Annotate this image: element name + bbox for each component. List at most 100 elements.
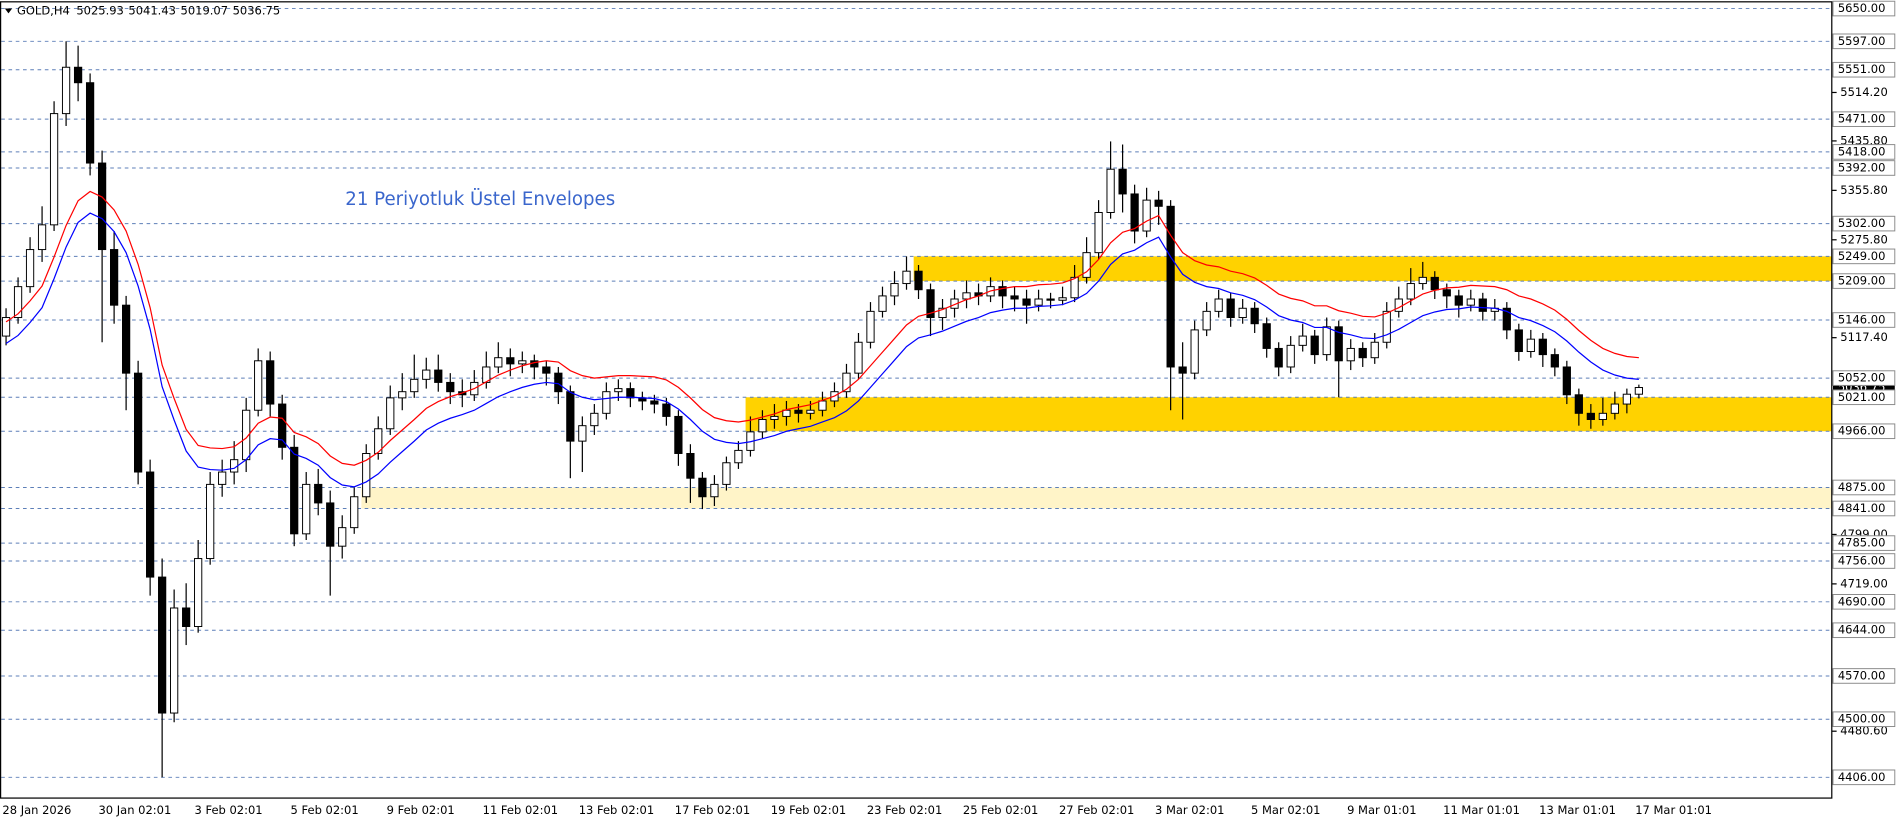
level-label: 5209.00	[1838, 274, 1886, 288]
candle-body	[698, 477, 707, 498]
candle-body	[97, 162, 107, 251]
x-tick-label: 13 Mar 01:01	[1539, 803, 1616, 817]
candle-body	[1202, 310, 1211, 331]
candle-body	[674, 415, 683, 454]
symbol: GOLD,H4	[17, 3, 70, 17]
level-label: 5551.00	[1838, 62, 1886, 76]
annotation: 21 Periyotluk Üstel Envelopes	[345, 188, 615, 210]
level-label-box	[1832, 0, 1896, 17]
candle-body	[109, 249, 119, 306]
candle-body	[926, 289, 935, 319]
y-tick-label: 5275.80	[1840, 232, 1888, 246]
candle-body	[1334, 326, 1343, 362]
level-label: 5418.00	[1838, 144, 1886, 158]
candle-body	[146, 471, 155, 578]
level-label: 5650.00	[1838, 1, 1886, 15]
level-label: 5302.00	[1838, 216, 1886, 230]
x-tick-label: 5 Feb 02:01	[291, 803, 359, 817]
candle-body	[1154, 199, 1163, 207]
candle-body	[1010, 295, 1019, 300]
candle-body	[121, 304, 131, 374]
candle-body	[314, 483, 323, 504]
candle-body	[254, 360, 263, 411]
level-label-box	[1832, 553, 1896, 569]
candle-body	[854, 341, 863, 374]
candle-body	[662, 403, 671, 417]
x-tick-label: 11 Mar 01:01	[1443, 803, 1520, 817]
candle-body	[134, 372, 143, 473]
candle-body	[1322, 326, 1331, 356]
candle-body	[1454, 295, 1463, 306]
candle-body	[1430, 276, 1439, 291]
x-tick-label: 27 Feb 02:01	[1059, 803, 1134, 817]
candle-body	[302, 483, 311, 535]
candle-body	[1226, 298, 1235, 319]
level-label: 5392.00	[1838, 160, 1886, 174]
zone	[361, 487, 1832, 509]
candle-body	[1514, 329, 1523, 353]
x-tick-label: 9 Mar 01:01	[1347, 803, 1416, 817]
x-tick-label: 25 Feb 02:01	[963, 803, 1038, 817]
candle-body	[398, 391, 407, 399]
candle-body	[1298, 335, 1307, 346]
x-tick-label: 13 Feb 02:01	[579, 803, 654, 817]
x-tick-label: 5 Mar 02:01	[1251, 803, 1320, 817]
candle-body	[13, 286, 23, 319]
candle-body	[386, 397, 395, 430]
level-label: 5597.00	[1838, 34, 1886, 48]
level-label-box	[1832, 248, 1896, 265]
level-label: 4756.00	[1838, 553, 1886, 567]
candle-body	[710, 483, 719, 498]
candle-body	[1190, 329, 1199, 374]
candle-body	[1574, 394, 1583, 414]
menu-arrow[interactable]	[4, 8, 13, 14]
x-tick-label: 30 Jan 02:01	[98, 803, 171, 817]
candle-body	[1598, 412, 1607, 420]
level-label: 4500.00	[1838, 712, 1886, 726]
candle-body	[1610, 403, 1619, 414]
level-label: 4570.00	[1838, 668, 1886, 682]
level-label: 4841.00	[1838, 501, 1886, 515]
candle-body	[914, 270, 923, 291]
candle-body	[1250, 307, 1259, 325]
candle-body	[338, 527, 347, 547]
candle-body	[350, 496, 359, 529]
plot-frame	[0, 1, 1833, 799]
candle-body	[61, 66, 71, 115]
level-label-box	[1832, 622, 1896, 639]
level-label-box	[1832, 769, 1896, 786]
plot-area	[1, 8, 1832, 778]
level-label-box	[1832, 33, 1896, 50]
candle-body	[326, 502, 335, 547]
candle-body	[1550, 354, 1559, 368]
candle-body	[566, 391, 575, 442]
candle-body	[278, 403, 287, 448]
candle-body	[794, 409, 803, 414]
candle-body	[1394, 298, 1403, 312]
candle-body	[1622, 393, 1631, 405]
level-label-box	[1832, 668, 1896, 684]
level-label-box	[1832, 389, 1896, 406]
level-label: 5146.00	[1838, 312, 1886, 326]
ohlc-close: 5036.75	[233, 3, 281, 17]
candle-body	[602, 391, 611, 414]
y-tick-label: 5117.40	[1840, 330, 1888, 344]
candle-body	[1466, 298, 1475, 306]
level-label-box	[1832, 160, 1896, 176]
candle-body	[542, 366, 551, 374]
y-tick-label: 5514.20	[1840, 85, 1888, 99]
candle-body	[998, 286, 1007, 297]
level-label: 4785.00	[1838, 536, 1886, 550]
candle-body	[374, 428, 383, 454]
candle-body	[1022, 298, 1031, 306]
level-label: 5249.00	[1838, 249, 1886, 263]
candle-body	[818, 400, 827, 411]
candle-body	[1310, 335, 1319, 356]
level-label-box	[1832, 370, 1896, 386]
candle-body	[1166, 205, 1175, 368]
candle-body	[73, 66, 83, 84]
candle-body	[1382, 310, 1391, 343]
candle-body	[866, 310, 875, 343]
level-label-box	[1832, 144, 1896, 160]
